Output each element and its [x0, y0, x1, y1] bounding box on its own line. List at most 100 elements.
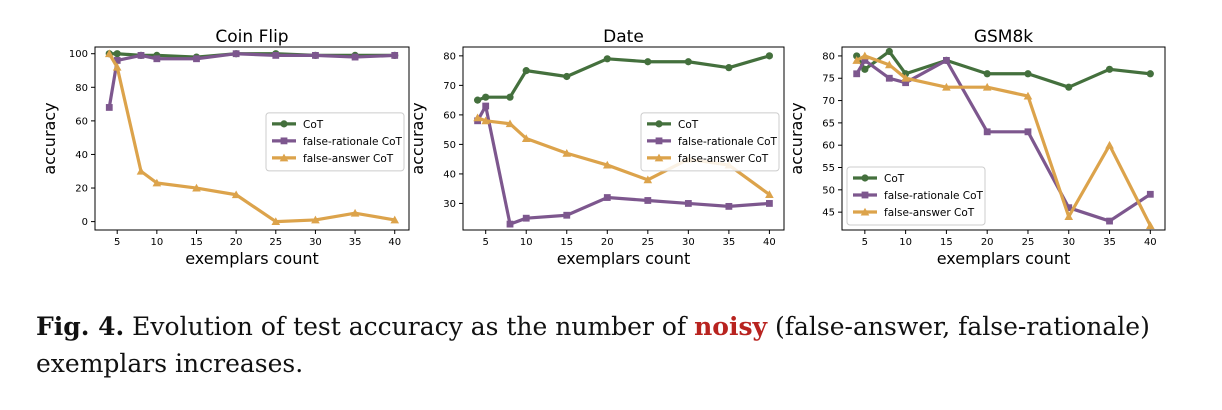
data-point	[1023, 91, 1033, 100]
y-tick-label: 40	[443, 169, 456, 180]
data-point	[112, 62, 122, 71]
x-tick-label: 35	[349, 237, 362, 248]
data-point	[1106, 217, 1113, 225]
y-tick-label: 45	[822, 208, 835, 219]
figure-panels: Coin Flip 5 10 15 20 25 30 35 40 0 20 40 60 80 100 exem…	[40, 27, 1166, 268]
data-point	[943, 56, 950, 64]
data-point	[473, 113, 482, 122]
legend-box	[640, 112, 780, 172]
plot-frame	[841, 46, 1166, 231]
data-point	[684, 58, 692, 66]
y-axis-label: accuracy	[408, 102, 427, 174]
x-tick-label: 25	[269, 237, 282, 248]
chart-panel-1: Coin Flip 5 10 15 20 25 30 35 40 0 20 40 60 80 100 exem…	[40, 27, 410, 268]
caption-label: Fig. 4.	[36, 312, 125, 341]
series-3	[852, 51, 1155, 229]
legend-marker	[655, 137, 663, 145]
data-point	[136, 166, 146, 175]
data-point	[193, 55, 200, 63]
legend-marker	[861, 191, 869, 199]
data-point	[1146, 221, 1155, 229]
data-point	[725, 64, 733, 72]
data-point	[113, 50, 121, 58]
data-point	[482, 102, 490, 110]
data-point	[272, 51, 280, 59]
data-point	[152, 178, 162, 187]
data-point	[271, 217, 281, 226]
data-point	[860, 51, 870, 60]
x-tick-label: 25	[1022, 237, 1035, 248]
legend-entry: false-answer CoT	[678, 153, 769, 165]
series-line	[855, 58, 1152, 223]
y-tick-label: 30	[443, 199, 456, 210]
legend-entry: false-answer CoT	[884, 207, 975, 219]
x-tick-label: 30	[309, 237, 322, 248]
series-line	[855, 54, 1152, 227]
data-point	[105, 104, 113, 111]
data-point	[481, 116, 490, 125]
data-point	[885, 74, 893, 82]
data-point	[765, 190, 774, 199]
series-2	[105, 50, 399, 111]
data-point	[853, 70, 861, 78]
series-line	[476, 104, 770, 226]
x-tick-label: 20	[981, 237, 994, 248]
data-point	[521, 134, 531, 142]
legend-marker	[860, 207, 870, 216]
legend: CoT false-rationale CoT false-answer CoT	[265, 112, 405, 172]
data-point	[852, 56, 861, 64]
x-tick-label: 30	[1062, 237, 1075, 248]
data-point	[1065, 204, 1073, 212]
y-tick-label: 55	[822, 163, 835, 174]
chart-panel-3: GSM8k 5 10 15 20 25 30 35 40 45 50 55 60 65 70 75 80 exem…	[787, 27, 1166, 268]
data-point	[861, 65, 869, 73]
y-tick-label: 65	[822, 118, 835, 129]
y-tick-label: 70	[443, 81, 456, 92]
legend-entry: false-rationale CoT	[884, 190, 984, 202]
data-point	[766, 200, 773, 207]
data-point	[644, 58, 652, 66]
x-tick-label: 40	[388, 237, 401, 248]
data-point	[1024, 128, 1032, 136]
x-tick-label: 25	[641, 237, 654, 248]
data-point	[1146, 70, 1154, 78]
x-tick-label: 40	[763, 237, 776, 248]
y-tick-label: 60	[443, 110, 456, 121]
x-tick-label: 5	[114, 237, 120, 248]
data-point	[232, 50, 240, 58]
legend-entry: false-answer CoT	[303, 153, 394, 165]
data-point	[885, 47, 893, 56]
data-point	[192, 183, 201, 192]
data-point	[231, 190, 241, 199]
x-tick-label: 15	[560, 237, 573, 248]
chart-title: Date	[603, 27, 644, 47]
y-tick-label: 40	[75, 150, 88, 161]
chart-title: Coin Flip	[215, 27, 288, 47]
y-tick-label: 50	[443, 140, 456, 151]
x-tick-label: 5	[483, 237, 489, 248]
data-point	[725, 202, 733, 210]
data-point	[506, 220, 514, 228]
legend-entry: false-rationale CoT	[303, 136, 403, 148]
data-point	[942, 82, 951, 91]
data-point	[391, 51, 399, 59]
y-tick-label: 60	[822, 141, 835, 152]
x-tick-label: 10	[150, 237, 163, 248]
plot-frame	[462, 46, 785, 231]
data-point	[153, 55, 161, 63]
legend-entry: CoT	[678, 119, 699, 131]
x-tick-label: 10	[899, 237, 912, 248]
legend-entry: CoT	[884, 173, 905, 185]
legend-box	[265, 112, 405, 172]
data-point	[522, 67, 530, 75]
data-point	[113, 57, 121, 64]
legend-marker	[280, 120, 288, 128]
x-tick-label: 40	[1144, 237, 1157, 248]
y-tick-label: 75	[822, 74, 835, 85]
caption-text-after: (false-answer, false-rationale) exemplar…	[36, 312, 1150, 378]
y-tick-label: 50	[822, 185, 835, 196]
legend-marker	[655, 120, 663, 128]
series-line	[107, 52, 395, 224]
x-axis-label: exemplars count	[557, 249, 691, 268]
data-point	[473, 96, 482, 104]
